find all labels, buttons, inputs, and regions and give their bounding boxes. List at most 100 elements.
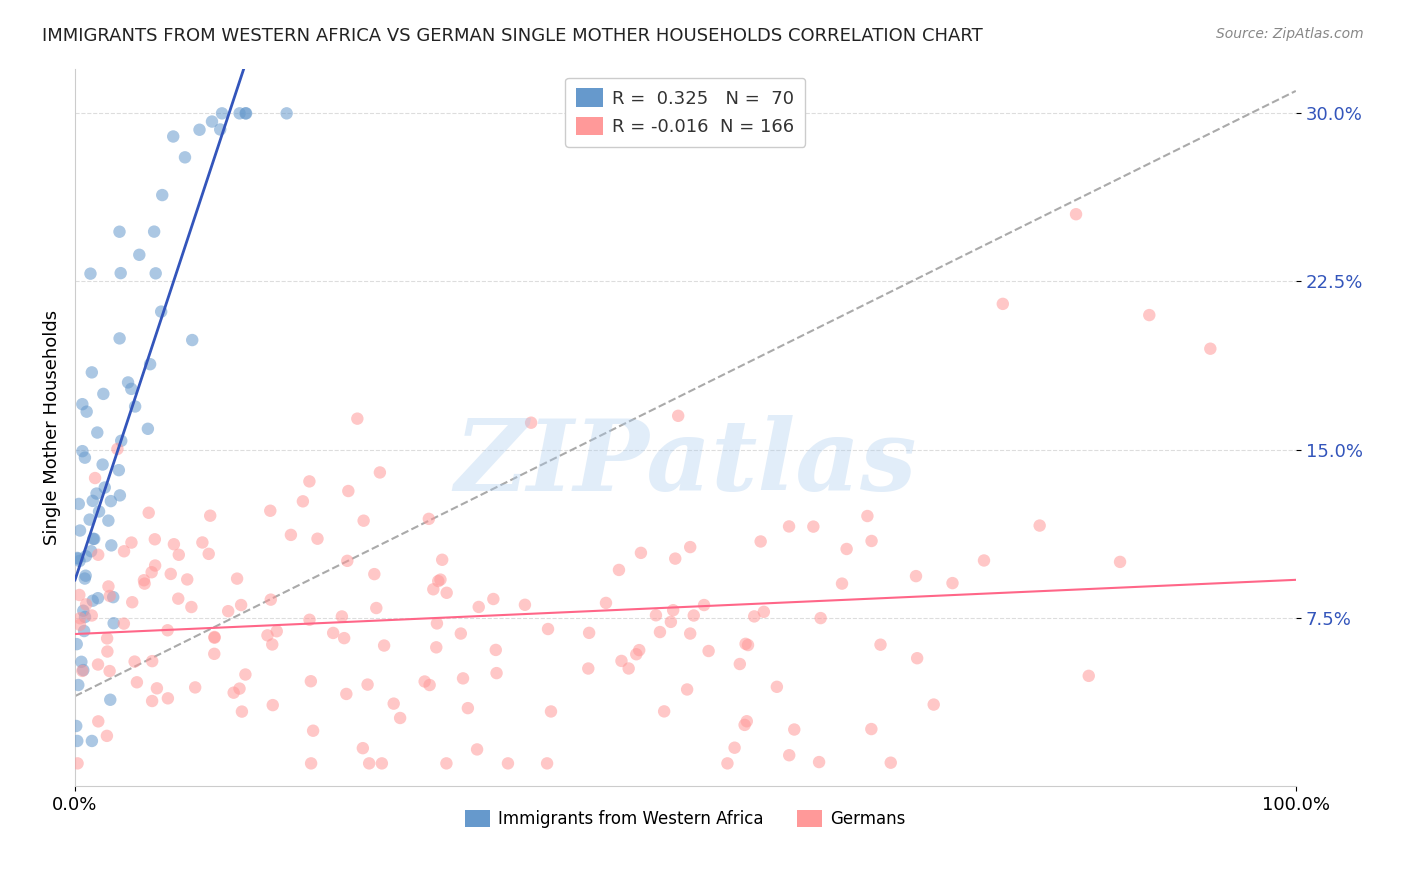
- Point: [679, 540, 702, 554]
- Point: [91, 458, 114, 472]
- Point: [159, 566, 181, 581]
- Point: [235, 106, 257, 120]
- Point: [108, 488, 131, 502]
- Point: [835, 541, 858, 556]
- Point: [72, 604, 94, 618]
- Point: [100, 494, 122, 508]
- Point: [141, 566, 163, 580]
- Point: [536, 756, 558, 771]
- Point: [366, 601, 388, 615]
- Point: [330, 609, 353, 624]
- Point: [904, 569, 927, 583]
- Point: [117, 376, 139, 390]
- Point: [645, 608, 668, 623]
- Point: [860, 722, 883, 736]
- Point: [67, 497, 90, 511]
- Point: [191, 535, 214, 549]
- Point: [217, 604, 239, 618]
- Point: [520, 416, 543, 430]
- Point: [426, 616, 449, 631]
- Point: [451, 672, 474, 686]
- Point: [682, 608, 704, 623]
- Point: [728, 657, 751, 671]
- Point: [96, 729, 118, 743]
- Point: [617, 661, 640, 675]
- Point: [371, 756, 394, 771]
- Point: [905, 651, 928, 665]
- Point: [188, 122, 211, 136]
- Point: [778, 748, 800, 763]
- Point: [91, 387, 114, 401]
- Point: [120, 382, 142, 396]
- Point: [108, 463, 131, 477]
- Point: [103, 616, 125, 631]
- Point: [200, 508, 222, 523]
- Point: [831, 576, 853, 591]
- Point: [112, 616, 135, 631]
- Point: [174, 150, 197, 164]
- Point: [67, 678, 90, 692]
- Point: [73, 610, 96, 624]
- Point: [82, 532, 104, 546]
- Point: [66, 551, 89, 566]
- Point: [922, 698, 945, 712]
- Point: [1109, 555, 1132, 569]
- Point: [204, 630, 226, 644]
- Point: [86, 486, 108, 500]
- Point: [69, 554, 91, 568]
- Point: [389, 711, 412, 725]
- Point: [333, 631, 356, 645]
- Point: [146, 681, 169, 696]
- Point: [298, 613, 321, 627]
- Point: [87, 548, 110, 562]
- Point: [139, 357, 162, 371]
- Point: [413, 674, 436, 689]
- Point: [697, 644, 720, 658]
- Point: [485, 643, 508, 657]
- Point: [156, 624, 179, 638]
- Point: [373, 639, 395, 653]
- Point: [66, 550, 89, 565]
- Point: [352, 741, 374, 756]
- Point: [337, 483, 360, 498]
- Point: [82, 593, 104, 607]
- Point: [125, 675, 148, 690]
- Point: [67, 588, 90, 602]
- Point: [595, 596, 617, 610]
- Point: [98, 664, 121, 678]
- Point: [226, 572, 249, 586]
- Point: [75, 568, 97, 582]
- Point: [110, 434, 132, 448]
- Point: [336, 554, 359, 568]
- Point: [280, 528, 302, 542]
- Point: [749, 534, 772, 549]
- Point: [737, 638, 759, 652]
- Point: [98, 589, 121, 603]
- Point: [335, 687, 357, 701]
- Point: [222, 686, 245, 700]
- Point: [659, 615, 682, 629]
- Point: [346, 411, 368, 425]
- Point: [429, 573, 451, 587]
- Point: [322, 626, 344, 640]
- Text: IMMIGRANTS FROM WESTERN AFRICA VS GERMAN SINGLE MOTHER HOUSEHOLDS CORRELATION CH: IMMIGRANTS FROM WESTERN AFRICA VS GERMAN…: [42, 27, 983, 45]
- Text: ZIPatlas: ZIPatlas: [454, 415, 917, 511]
- Point: [96, 644, 118, 658]
- Point: [742, 609, 765, 624]
- Point: [298, 475, 321, 489]
- Point: [266, 624, 288, 639]
- Point: [79, 267, 101, 281]
- Point: [79, 512, 101, 526]
- Point: [209, 122, 232, 136]
- Point: [880, 756, 903, 770]
- Point: [75, 549, 97, 564]
- Point: [259, 504, 281, 518]
- Point: [652, 705, 675, 719]
- Point: [610, 654, 633, 668]
- Point: [735, 714, 758, 729]
- Point: [734, 637, 756, 651]
- Point: [80, 544, 103, 558]
- Point: [143, 533, 166, 547]
- Point: [167, 548, 190, 562]
- Point: [211, 106, 233, 120]
